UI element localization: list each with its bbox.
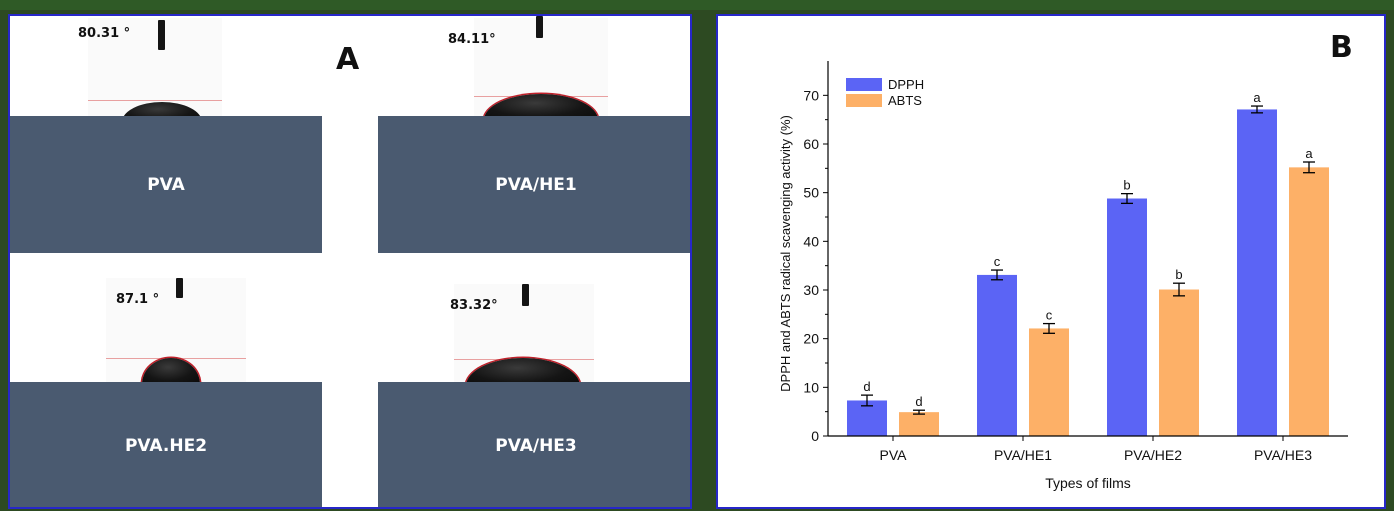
sample-label-pva: PVA <box>10 116 322 253</box>
baseline-pva <box>88 100 222 101</box>
bar-abts-3 <box>1289 167 1329 437</box>
contact-angle-panel: A 80.31 ° PVA 84.11° PVA/HE1 87.1 ° PVA.… <box>8 14 692 509</box>
bar-chart: d d c c b b a a PVA PVA/HE1 PVA/HE2 PVA/HE3 0 10 20 30… <box>778 61 1348 491</box>
sample-label-he1: PVA/HE1 <box>378 116 690 253</box>
significance-label: d <box>863 379 870 394</box>
panel-b-label: B <box>1330 30 1353 65</box>
contact-angle-he1: 84.11° <box>448 32 496 47</box>
x-axis-label: Types of films <box>1045 475 1131 491</box>
legend-label-dpph: DPPH <box>888 77 924 92</box>
bar-dpph-3 <box>1237 109 1277 437</box>
significance-label: b <box>1175 267 1182 282</box>
significance-label: d <box>915 394 922 409</box>
significance-label: c <box>1046 308 1053 323</box>
x-tick-label: PVA/HE3 <box>1254 447 1312 463</box>
x-tick-label: PVA/HE1 <box>994 447 1052 463</box>
legend-swatch-abts <box>846 94 882 107</box>
significance-label: b <box>1123 178 1130 193</box>
y-tick-label: 10 <box>803 379 819 395</box>
y-tick-label: 40 <box>803 233 819 249</box>
sample-label-he2: PVA.HE2 <box>10 382 322 507</box>
y-axis-label: DPPH and ABTS radical scavenging activit… <box>778 115 793 392</box>
legend-label-abts: ABTS <box>888 93 922 108</box>
significance-label: c <box>994 254 1001 269</box>
contact-angle-he2: 87.1 ° <box>116 292 160 307</box>
y-tick-label: 0 <box>811 428 819 444</box>
needle-he2 <box>176 278 183 298</box>
x-tick-label: PVA/HE2 <box>1124 447 1182 463</box>
antioxidant-chart-panel: B d d c c b b a a PVA PVA/HE1 PVA/HE2 PVA/HE3 0 10 20… <box>716 14 1386 509</box>
sample-label-he3: PVA/HE3 <box>378 382 690 507</box>
y-tick-label: 20 <box>803 331 819 347</box>
contact-angle-pva: 80.31 ° <box>78 26 131 41</box>
significance-label: a <box>1253 90 1261 105</box>
needle-he3 <box>522 284 529 306</box>
needle-pva <box>158 20 165 50</box>
bar-abts-1 <box>1029 328 1069 436</box>
bar-dpph-2 <box>1107 198 1147 436</box>
y-tick-label: 70 <box>803 87 819 103</box>
bar-abts-0 <box>899 412 939 436</box>
x-tick-label: PVA <box>880 447 908 463</box>
y-tick-label: 30 <box>803 282 819 298</box>
legend-swatch-dpph <box>846 78 882 91</box>
droplet-photo-pva <box>88 18 222 118</box>
top-banner <box>0 0 1394 10</box>
bar-dpph-1 <box>977 274 1017 436</box>
significance-label: a <box>1305 146 1313 161</box>
panel-a-label: A <box>336 42 360 77</box>
y-tick-label: 60 <box>803 136 819 152</box>
needle-he1 <box>536 16 543 38</box>
bar-abts-2 <box>1159 289 1199 436</box>
contact-angle-he3: 83.32° <box>450 298 498 313</box>
y-tick-label: 50 <box>803 185 819 201</box>
